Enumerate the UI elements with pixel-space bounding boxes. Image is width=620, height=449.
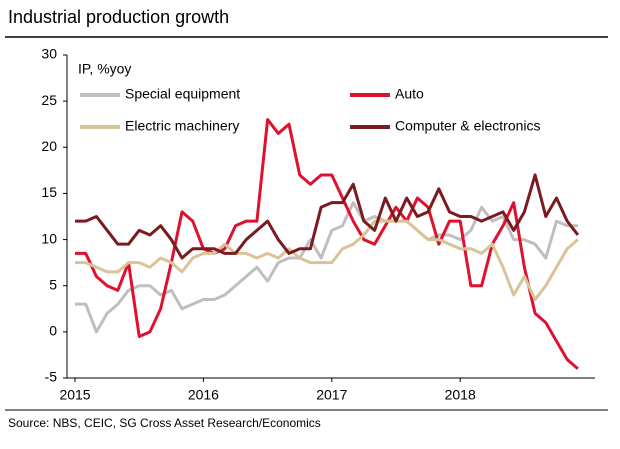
y-tick-label: 5: [49, 276, 57, 292]
series-line: [75, 219, 579, 302]
y-axis-label: IP, %yoy: [78, 61, 131, 77]
y-tick-label: 0: [49, 323, 57, 339]
legend-label: Computer & electronics: [395, 118, 541, 134]
x-tick-label: 2015: [59, 387, 90, 403]
legend-label: Special equipment: [125, 86, 240, 102]
series-line: [75, 118, 579, 370]
chart-title: Industrial production growth: [8, 7, 229, 27]
legend-label: Auto: [395, 86, 424, 102]
series-line: [75, 201, 578, 334]
x-tick-label: 2017: [316, 387, 347, 403]
y-tick-label: -5: [45, 369, 58, 385]
y-tick-label: 25: [41, 92, 57, 108]
legend-label: Electric machinery: [125, 118, 239, 134]
x-tick-label: 2018: [445, 387, 476, 403]
series-line: [75, 173, 580, 260]
x-tick-label: 2016: [188, 387, 219, 403]
y-tick-label: 10: [41, 230, 57, 246]
y-tick-label: 30: [41, 46, 57, 62]
y-tick-label: 20: [41, 138, 57, 154]
y-tick-label: 15: [41, 184, 57, 200]
source: Source: NBS, CEIC, SG Cross Asset Resear…: [8, 416, 321, 430]
